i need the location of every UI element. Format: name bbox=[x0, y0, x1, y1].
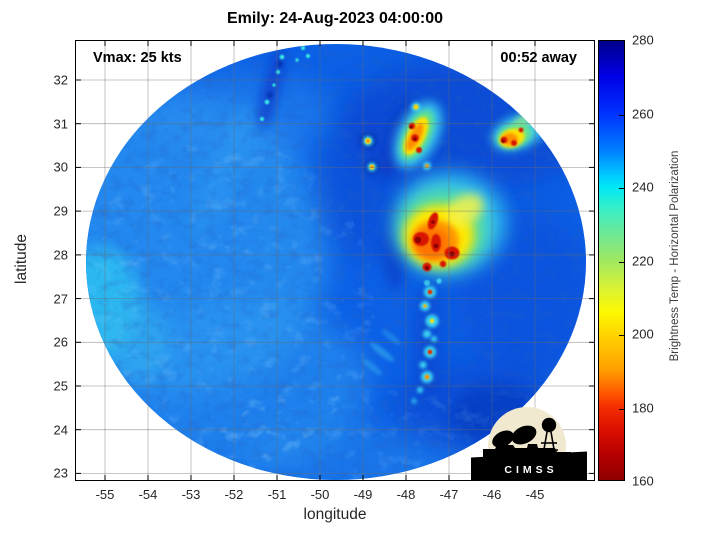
plot-title: Emily: 24-Aug-2023 04:00:00 bbox=[226, 10, 444, 27]
x-tick-label: -54 bbox=[138, 487, 158, 502]
y-tick-label: 23 bbox=[53, 465, 68, 481]
speckle-line-northwest bbox=[257, 46, 310, 131]
x-tick-label: -50 bbox=[310, 487, 330, 502]
time-away-annotation: 00:52 away bbox=[500, 50, 577, 66]
y-axis-label: latitude bbox=[13, 234, 30, 284]
x-tick-label: -55 bbox=[95, 487, 115, 502]
cimss-logo: CIMSS bbox=[471, 407, 587, 481]
y-tick-label: 24 bbox=[53, 422, 68, 438]
colorbar-axis-label: Brightness Temp - Horizontal Polarizatio… bbox=[669, 150, 681, 362]
satellite-swath-map: CIMSS bbox=[75, 40, 595, 481]
satellite-dishes-icon bbox=[483, 425, 571, 457]
y-tick-label: 32 bbox=[53, 72, 68, 88]
colorbar-tick-label: 160 bbox=[632, 473, 654, 489]
x-axis-label: longitude bbox=[303, 506, 367, 523]
x-tick-label: -51 bbox=[267, 487, 287, 502]
colorbar-notch bbox=[619, 408, 624, 410]
y-tick-label: 29 bbox=[53, 203, 68, 219]
y-tick-label: 25 bbox=[53, 378, 68, 394]
colorbar-notch bbox=[619, 188, 624, 189]
colorbar-tick-label: 260 bbox=[632, 106, 654, 121]
x-tick-label: -47 bbox=[439, 487, 459, 502]
colorbar bbox=[598, 40, 625, 481]
y-tick-label: 28 bbox=[53, 247, 68, 263]
cimss-logo-text: CIMSS bbox=[504, 464, 557, 476]
colorbar-tick-label: 220 bbox=[632, 253, 654, 268]
y-tick-label: 26 bbox=[53, 334, 68, 350]
x-axis-ticks bbox=[104, 40, 536, 481]
twin-small-cells bbox=[360, 133, 379, 174]
cimss-banner bbox=[471, 451, 587, 481]
colorbar-tick-label: 240 bbox=[632, 179, 654, 195]
y-tick-label: 27 bbox=[53, 291, 68, 307]
y-axis-ticks bbox=[75, 79, 595, 474]
colorbar-notch bbox=[619, 335, 624, 336]
colorbar-notch bbox=[619, 114, 624, 116]
x-tick-label: -45 bbox=[525, 487, 545, 502]
axes-box bbox=[75, 40, 595, 481]
x-tick-label: -52 bbox=[224, 487, 244, 502]
vmax-annotation: Vmax: 25 kts bbox=[93, 50, 182, 66]
southern-convective-chain bbox=[361, 282, 441, 404]
colorbar-tick-label: 180 bbox=[632, 400, 654, 415]
y-tick-label: 30 bbox=[53, 159, 68, 175]
y-tick-label: 31 bbox=[53, 116, 68, 132]
colorbar-notch bbox=[619, 261, 624, 263]
x-tick-label: -46 bbox=[482, 487, 502, 502]
x-tick-label: -49 bbox=[353, 487, 373, 502]
colorbar-tick-label: 280 bbox=[632, 32, 654, 48]
colorbar-tick-label: 200 bbox=[632, 326, 654, 342]
x-tick-label: -53 bbox=[181, 487, 201, 502]
x-tick-label: -48 bbox=[396, 487, 416, 502]
